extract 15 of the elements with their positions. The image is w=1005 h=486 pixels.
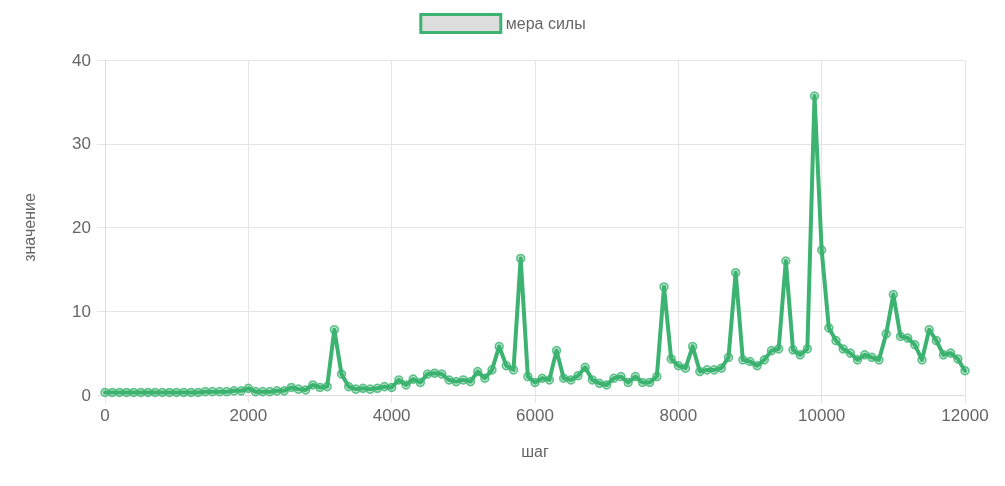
y-axis-title: значение [20,193,38,262]
x-tick-label: 12000 [941,406,989,425]
y-tick-label: 0 [81,385,91,405]
y-tick-label: 20 [72,218,91,237]
legend-label: мера силы [505,15,586,32]
y-tick-label: 30 [72,134,91,154]
x-tick-label: 0 [100,406,110,425]
x-tick-label: 2000 [229,406,268,425]
y-tick-label: 10 [72,301,91,321]
x-tick-label: 8000 [659,406,698,425]
x-tick-label: 10000 [798,406,846,425]
y-tick-label: 40 [72,50,91,70]
x-tick-label: 6000 [516,406,554,425]
x-axis-title: шаг [521,442,549,460]
x-tick-label: 4000 [372,406,411,425]
